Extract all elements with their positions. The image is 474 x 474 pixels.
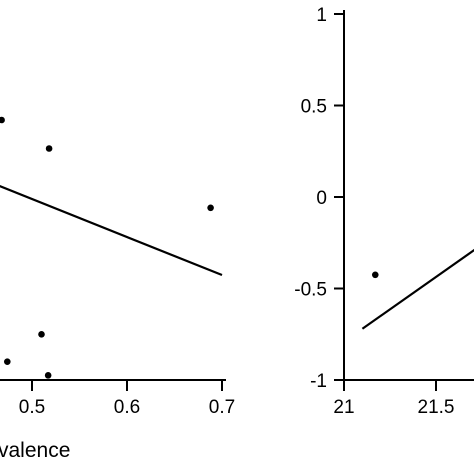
right-y-tick-label: -1 (310, 371, 327, 392)
right-y-ticks: 1 0.5 0 -0.5 -1 (294, 5, 344, 392)
right-fit-line-group (361, 248, 474, 330)
right-y-tick-label: -0.5 (294, 280, 327, 301)
right-fit-line (361, 248, 474, 330)
right-data-point (371, 271, 379, 279)
right-x-tick-label: 21 (333, 397, 354, 418)
left-data-point (3, 358, 11, 365)
left-x-tick-label: 0.5 (19, 397, 45, 418)
left-x-axis-label: valence (0, 439, 70, 462)
left-x-ticks: 0.5 0.6 0.7 (19, 380, 235, 418)
right-y-tick-label: 1 (316, 5, 327, 26)
left-x-tick-label: 0.6 (114, 397, 140, 418)
left-x-tick-label: 0.7 (209, 397, 235, 418)
left-data-point (207, 204, 214, 212)
left-points (0, 116, 214, 379)
right-y-tick-label: 0.5 (301, 97, 327, 118)
right-x-tick-label: 21.5 (418, 397, 455, 418)
left-fit-line-group (0, 185, 223, 277)
left-fit-line (0, 185, 223, 277)
right-chart: 21 21.5 1 0.5 0 -0.5 -1 (294, 5, 474, 418)
left-data-point (0, 116, 5, 124)
left-data-point (45, 145, 53, 152)
right-x-ticks: 21 21.5 (333, 380, 454, 418)
right-y-tick-label: 0 (316, 188, 327, 209)
left-data-point (38, 331, 45, 338)
right-points (371, 271, 379, 279)
left-chart: 0.5 0.6 0.7 valence (0, 116, 235, 462)
left-data-point (44, 372, 52, 379)
